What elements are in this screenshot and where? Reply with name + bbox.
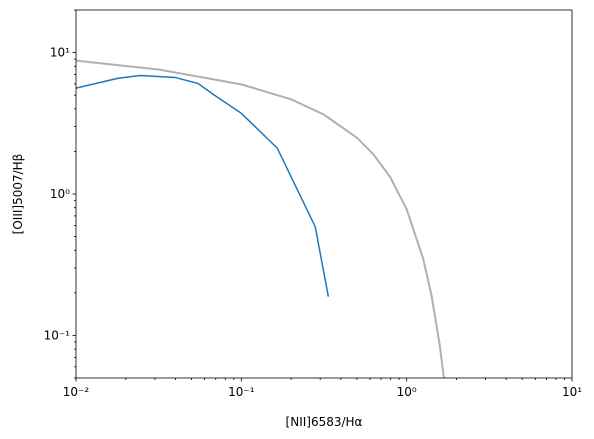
x-tick-label: 10¹ — [562, 385, 582, 399]
y-tick-label: 10⁰ — [50, 187, 70, 201]
x-tick-label: 10⁰ — [397, 385, 417, 399]
y-tick-label: 10⁻¹ — [44, 328, 71, 342]
plot-area — [76, 59, 445, 378]
x-axis-label: [NII]6583/Hα — [286, 415, 363, 429]
axes-frame — [75, 9, 573, 379]
line — [76, 74, 330, 297]
x-tick-label: 10⁻¹ — [228, 385, 255, 399]
y-tick-label: 10¹ — [50, 46, 70, 60]
y-axis-label: [OIII]5007/Hβ — [11, 154, 25, 235]
x-tick-label: 10⁻² — [63, 385, 90, 399]
line — [76, 59, 445, 378]
